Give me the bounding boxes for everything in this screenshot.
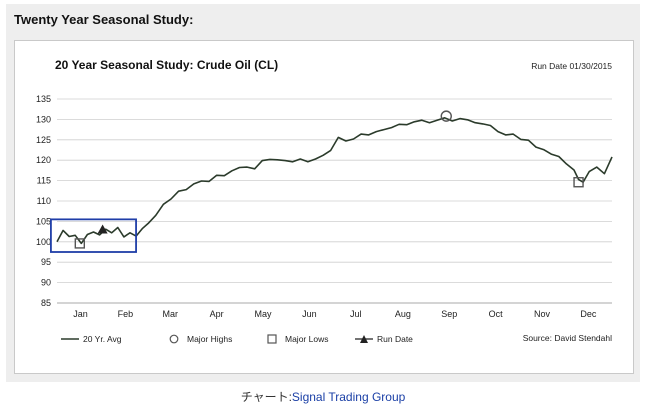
y-tick-label: 90 bbox=[41, 278, 51, 288]
axis-layer: 85 90 95 100 105 110 115 120 125 130 135 Jan Feb Mar A… bbox=[36, 94, 612, 319]
x-tick-label: Oct bbox=[489, 309, 504, 319]
major-high-marker bbox=[440, 110, 452, 122]
x-tick-label: Nov bbox=[534, 309, 551, 319]
legend-label: Run Date bbox=[377, 334, 413, 344]
y-tick-label: 110 bbox=[37, 196, 51, 206]
legend-label: Major Lows bbox=[285, 334, 328, 344]
x-tick-label: May bbox=[255, 309, 273, 319]
x-tick-label: Jul bbox=[350, 309, 362, 319]
y-tick-label: 125 bbox=[36, 135, 51, 145]
legend-triangle-icon bbox=[360, 335, 368, 343]
legend: 20 Yr. Avg Major Highs Major Lows Run Date bbox=[61, 334, 413, 344]
chart-panel: Twenty Year Seasonal Study: 20 Year Seas… bbox=[6, 4, 640, 382]
major-low-marker bbox=[74, 238, 86, 249]
y-tick-label: 120 bbox=[36, 155, 51, 165]
chart-title: 20 Year Seasonal Study: Crude Oil (CL) bbox=[55, 58, 278, 72]
seasonal-line-chart: 20 Year Seasonal Study: Crude Oil (CL) R… bbox=[36, 58, 613, 344]
credit-prefix: チャート: bbox=[240, 390, 292, 404]
major-low-marker bbox=[573, 177, 584, 188]
x-tick-label: Mar bbox=[163, 309, 179, 319]
legend-circle-icon bbox=[169, 334, 179, 344]
run-date-marker bbox=[97, 224, 108, 234]
y-tick-label: 115 bbox=[37, 176, 51, 186]
y-tick-label: 105 bbox=[36, 216, 51, 226]
series-line-20yr-avg bbox=[56, 117, 613, 245]
chart-frame: 20 Year Seasonal Study: Crude Oil (CL) R… bbox=[14, 40, 634, 374]
x-tick-label: Jun bbox=[302, 309, 317, 319]
legend-label: Major Highs bbox=[187, 334, 232, 344]
y-tick-label: 130 bbox=[36, 114, 51, 124]
x-tick-label: Sep bbox=[441, 309, 457, 319]
y-tick-label: 85 bbox=[41, 298, 51, 308]
credit-source: Signal Trading Group bbox=[291, 390, 406, 404]
run-date-highlight-box bbox=[50, 218, 137, 253]
x-tick-label: Aug bbox=[395, 309, 411, 319]
grid-layer bbox=[57, 98, 612, 304]
x-tick-label: Apr bbox=[210, 309, 224, 319]
y-tick-label: 95 bbox=[41, 257, 51, 267]
x-tick-label: Dec bbox=[580, 309, 597, 319]
x-tick-label: Feb bbox=[118, 309, 134, 319]
x-tick-label: Jan bbox=[73, 309, 88, 319]
run-date-label: Run Date 01/30/2015 bbox=[531, 61, 612, 71]
marker-layer bbox=[50, 110, 584, 253]
image-credit: チャート:Signal Trading Group bbox=[0, 388, 646, 405]
y-tick-label: 100 bbox=[36, 237, 51, 247]
legend-label: 20 Yr. Avg bbox=[83, 334, 122, 344]
y-tick-label: 135 bbox=[36, 94, 51, 104]
source-label: Source: David Stendahl bbox=[523, 333, 612, 343]
panel-title: Twenty Year Seasonal Study: bbox=[14, 12, 194, 27]
legend-square-icon bbox=[267, 334, 277, 344]
series-layer bbox=[56, 117, 613, 245]
